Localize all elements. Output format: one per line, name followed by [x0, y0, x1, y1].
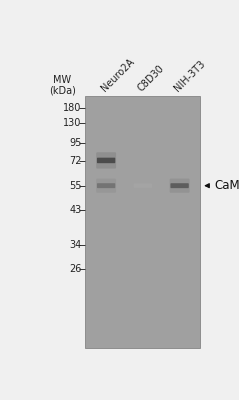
FancyBboxPatch shape — [97, 158, 115, 163]
Text: C8D30: C8D30 — [136, 63, 166, 94]
Text: 26: 26 — [69, 264, 82, 274]
FancyBboxPatch shape — [96, 178, 116, 193]
FancyBboxPatch shape — [170, 178, 190, 193]
Text: Neuro2A: Neuro2A — [99, 57, 136, 94]
FancyBboxPatch shape — [96, 152, 116, 169]
Text: CaMKII: CaMKII — [214, 179, 239, 192]
Text: 180: 180 — [63, 103, 82, 113]
Text: MW
(kDa): MW (kDa) — [49, 75, 76, 96]
Text: NIH-3T3: NIH-3T3 — [173, 59, 207, 94]
FancyBboxPatch shape — [170, 183, 189, 188]
Text: 55: 55 — [69, 181, 82, 191]
Text: 43: 43 — [70, 205, 82, 215]
FancyBboxPatch shape — [134, 184, 152, 188]
Text: 95: 95 — [69, 138, 82, 148]
Bar — [85, 96, 200, 348]
FancyBboxPatch shape — [97, 183, 115, 188]
FancyBboxPatch shape — [133, 180, 153, 192]
Text: 130: 130 — [63, 118, 82, 128]
Text: 34: 34 — [70, 240, 82, 250]
Text: 72: 72 — [69, 156, 82, 166]
